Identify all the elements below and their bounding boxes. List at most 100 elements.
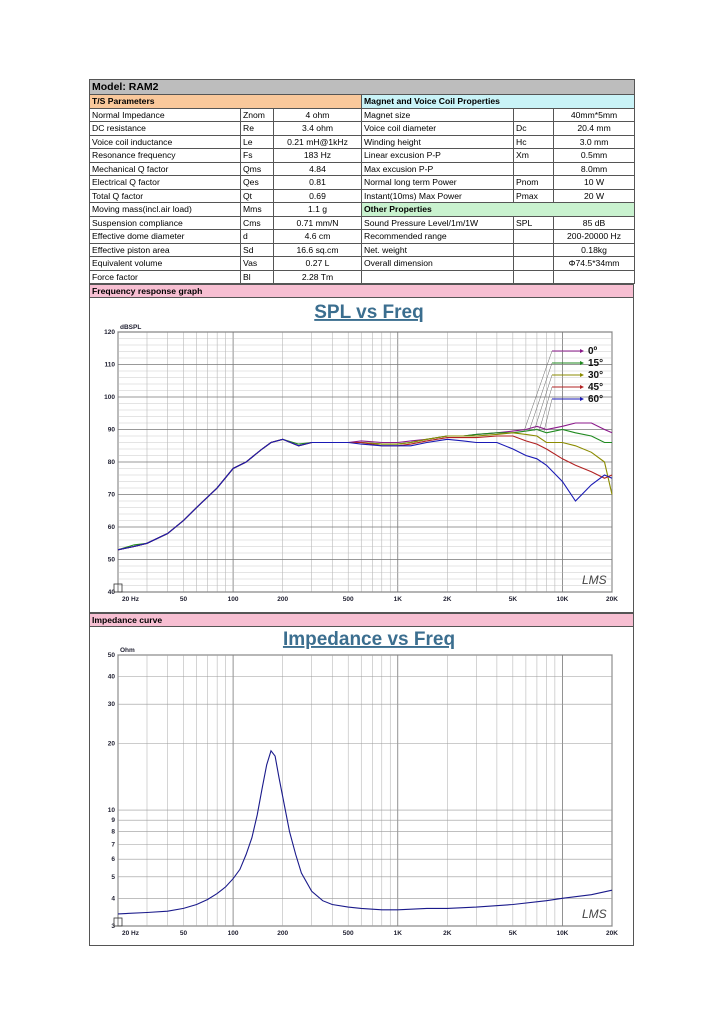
ts-param-symbol: Qt <box>240 188 274 203</box>
y-tick-label: 110 <box>105 362 116 369</box>
ts-param-value: 0.69 <box>273 188 362 203</box>
x-tick-label: 500 <box>343 930 354 937</box>
prop-symbol: Xm <box>513 148 554 163</box>
x-tick-label: 100 <box>228 596 239 603</box>
x-tick-label: 2K <box>443 596 452 603</box>
y-tick-label: 50 <box>108 557 116 564</box>
ts-param-name: Force factor <box>89 269 241 284</box>
ts-param-value: 4.6 cm <box>273 229 362 244</box>
prop-name: Normal long term Power <box>361 175 514 190</box>
prop-symbol: SPL <box>513 215 554 230</box>
prop-symbol: Pnom <box>513 175 554 190</box>
y-tick-label: 120 <box>104 329 115 336</box>
prop-value: 0.5mm <box>552 148 636 163</box>
spl-graph-box: SPL vs Freq 40 50 60 70 80 90 100 110 120 dBSPL 20 … <box>89 298 634 613</box>
y-tick-label: 9 <box>111 817 115 824</box>
y-axis-label: dBSPL <box>120 324 141 331</box>
ts-param-value: 16.6 sq.cm <box>273 242 362 257</box>
legend-arrow <box>580 361 584 365</box>
prop-symbol: Hc <box>513 134 554 149</box>
ts-param-symbol: Qms <box>240 161 274 176</box>
x-tick-label: 10K <box>556 930 568 937</box>
x-tick-label: 1K <box>394 596 403 603</box>
spl-chart: SPL vs Freq 40 50 60 70 80 90 100 110 120 dBSPL 20 … <box>104 302 618 603</box>
y-tick-label: 8 <box>111 829 115 836</box>
y-tick-label: 40 <box>108 673 116 680</box>
other-properties-header: Other Properties <box>360 202 636 217</box>
spec-row: Mechanical Q factor Qms 4.84 Max excusion P… <box>89 161 636 176</box>
ts-param-name: DC resistance <box>89 121 241 136</box>
ts-parameters-header: T/S Parameters <box>89 94 362 109</box>
ts-param-value: 0.21 mH@1kHz <box>273 134 362 149</box>
prop-value: 20.4 mm <box>552 121 636 136</box>
empty-cell <box>361 269 514 284</box>
prop-name: Recommended range <box>361 229 514 244</box>
prop-symbol: Pmax <box>513 188 554 203</box>
ts-param-value: 3.4 ohm <box>273 121 362 136</box>
ts-param-name: Effective dome diameter <box>89 229 241 244</box>
chart-title: Impedance vs Freq <box>283 629 455 650</box>
y-tick-label: 6 <box>111 856 115 863</box>
y-tick-label: 20 <box>108 740 116 747</box>
y-tick-label: 80 <box>108 459 116 466</box>
impedance-graph-box: Impedance vs Freq 3 4 5 6 7 8 9 10 20 30 40 50 Ohm 20 … <box>89 627 634 946</box>
legend-label: 60° <box>588 394 603 405</box>
spec-row: Equivalent volume Vas 0.27 L Overall dimens… <box>89 256 636 271</box>
x-tick-label: 20 Hz <box>122 596 140 603</box>
x-tick-label: 20K <box>606 930 618 937</box>
legend-label: 15° <box>588 358 603 369</box>
legend-label: 30° <box>588 370 603 381</box>
prop-symbol: Dc <box>513 121 554 136</box>
plot-area <box>117 654 613 927</box>
legend-arrow <box>580 373 584 377</box>
ts-param-value: 0.71 mm/N <box>273 215 362 230</box>
ts-param-name: Total Q factor <box>89 188 241 203</box>
spec-row: Resonance frequency Fs 183 Hz Linear excusi… <box>89 148 636 163</box>
x-tick-label: 500 <box>343 596 354 603</box>
ts-param-name: Mechanical Q factor <box>89 161 241 176</box>
y-tick-label: 100 <box>104 394 115 401</box>
prop-symbol <box>513 256 554 271</box>
prop-value: 8.0mm <box>552 161 636 176</box>
y-tick-label: 5 <box>111 874 115 881</box>
legend-leader <box>523 350 553 432</box>
spec-row: DC resistance Re 3.4 ohm Voice coil diamete… <box>89 121 636 136</box>
prop-value: 20 W <box>552 188 636 203</box>
prop-name: Sound Pressure Level/1m/1W <box>361 215 514 230</box>
prop-value: 3.0 mm <box>552 134 636 149</box>
spec-table: Model: RAM2 T/S Parameters Magnet and Vo… <box>88 79 636 284</box>
x-tick-label: 200 <box>277 596 288 603</box>
ts-param-name: Suspension compliance <box>89 215 241 230</box>
x-tick-label: 5K <box>509 930 518 937</box>
series-line <box>117 438 613 551</box>
spec-row: Total Q factor Qt 0.69 Instant(10ms) Max Po… <box>89 188 636 203</box>
ts-param-symbol: Re <box>240 121 274 136</box>
y-tick-label: 70 <box>108 492 116 499</box>
x-tick-label: 20K <box>606 596 618 603</box>
ts-param-value: 2.28 Tm <box>273 269 362 284</box>
x-tick-label: 5K <box>509 596 518 603</box>
ts-param-value: 1.1 g <box>273 202 362 217</box>
magnet-header: Magnet and Voice Coil Properties <box>360 94 636 109</box>
prop-symbol <box>513 161 554 176</box>
ts-param-name: Equivalent volume <box>89 256 241 271</box>
ts-param-value: 0.81 <box>273 175 362 190</box>
prop-name: Instant(10ms) Max Power <box>361 188 514 203</box>
prop-value: Φ74.5*34mm <box>552 256 636 271</box>
legend-leader <box>538 386 553 432</box>
empty-cell <box>552 269 636 284</box>
y-tick-label: 30 <box>108 701 116 708</box>
spec-row: Electrical Q factor Qes 0.81 Normal long te… <box>89 175 636 190</box>
spec-row: Voice coil inductance Le 0.21 mH@1kHz Windi… <box>89 134 636 149</box>
spec-sheet: Model: RAM2 T/S Parameters Magnet and Vo… <box>88 79 636 946</box>
model-title: Model: RAM2 <box>88 79 636 95</box>
frequency-response-header: Frequency response graph <box>89 284 634 298</box>
y-tick-label: 3 <box>111 923 115 930</box>
prop-symbol <box>513 242 554 257</box>
legend-arrow <box>580 349 584 353</box>
impedance-curve-header: Impedance curve <box>89 613 634 627</box>
origin-marker <box>113 917 123 927</box>
y-tick-label: 4 <box>111 895 115 902</box>
prop-name: Net. weight <box>361 242 514 257</box>
y-tick-label: 7 <box>111 841 115 848</box>
